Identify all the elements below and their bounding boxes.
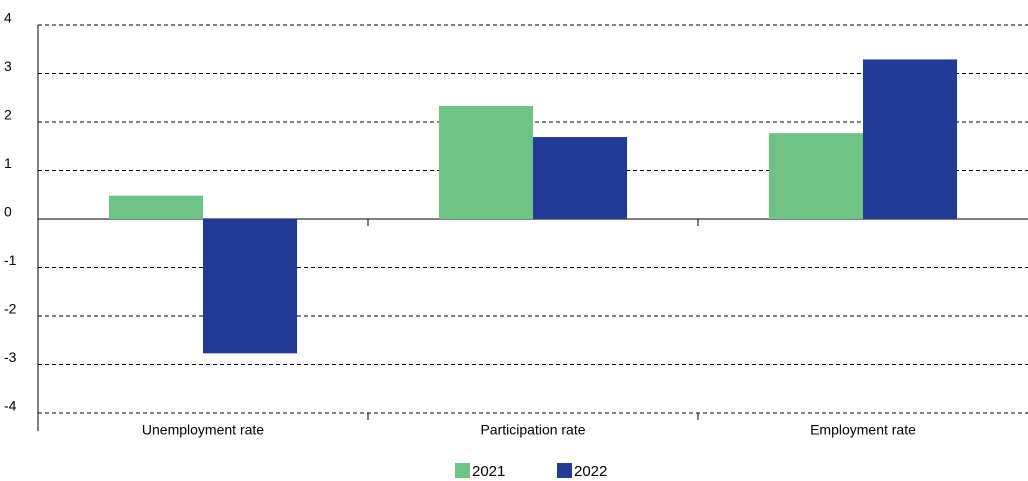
legend-label: 2021 [472,463,505,480]
x-tick-label: Employment rate [810,422,916,438]
y-tick-label: 0 [4,204,12,220]
x-tick-label: Participation rate [480,422,585,438]
y-tick-label: 4 [4,10,12,26]
y-tick-label: -1 [4,252,17,268]
bar [438,105,533,219]
legend-swatch [557,463,572,478]
bar [533,137,628,219]
y-tick-label: 2 [4,107,12,123]
bar [108,195,203,219]
legend-label: 2022 [574,463,607,480]
bar [768,133,863,219]
x-tick-label: Unemployment rate [142,422,264,438]
y-tick-label: -2 [4,301,17,317]
y-tick-label: -4 [4,398,17,414]
y-tick-label: 1 [4,155,12,171]
bar [863,59,958,220]
y-tick-label: -3 [4,349,17,365]
bar [203,219,298,354]
y-tick-label: 3 [4,58,12,74]
legend-swatch [455,463,470,478]
